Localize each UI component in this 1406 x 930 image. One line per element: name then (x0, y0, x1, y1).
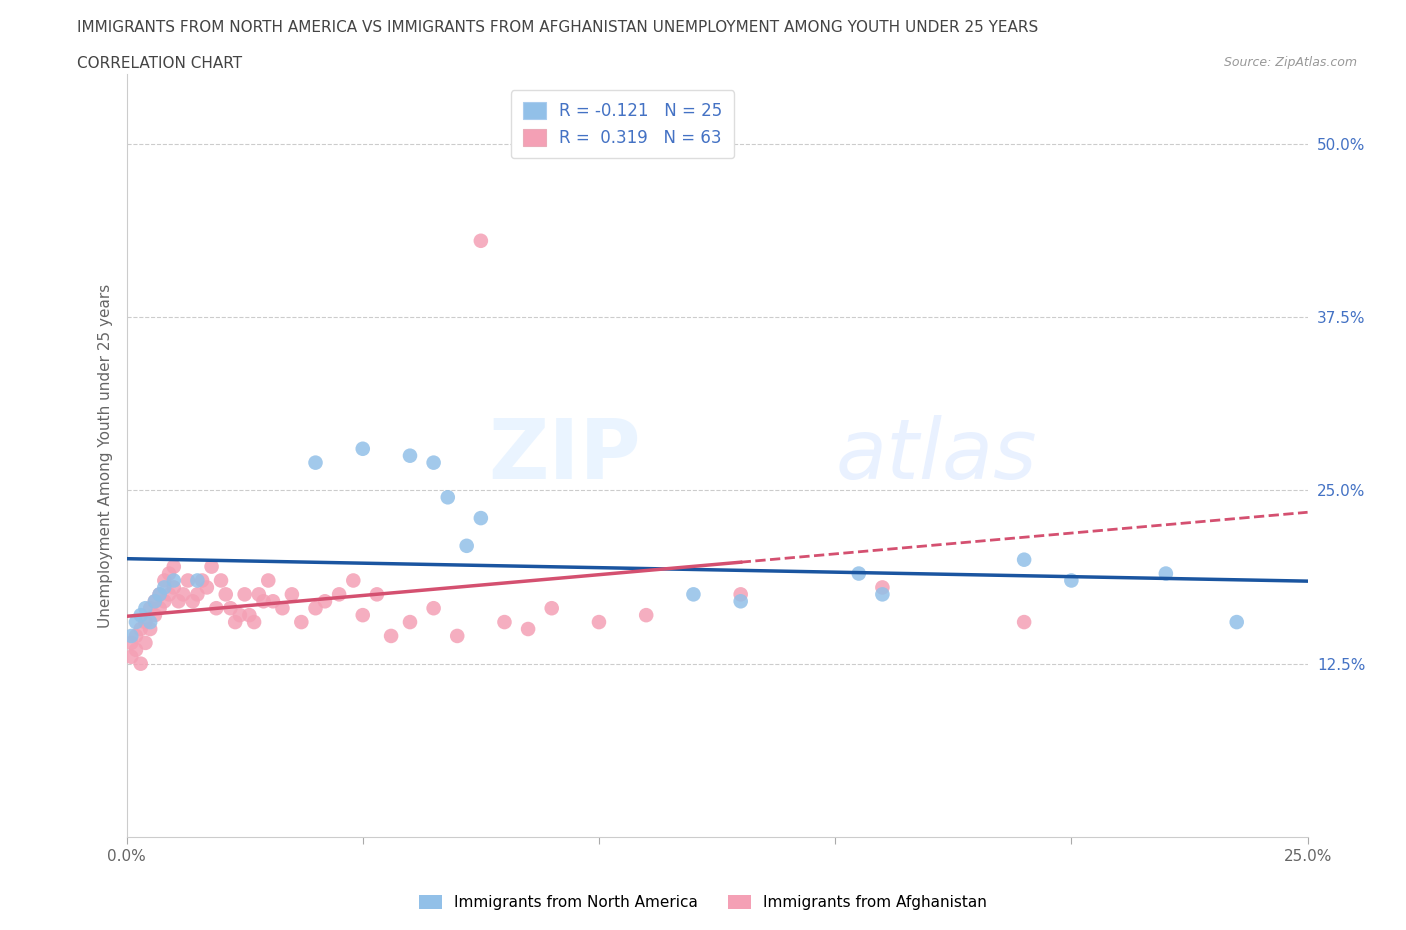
Point (200, 559, 222, 574)
Point (304, 455, 326, 470)
Point (872, 587, 894, 602)
Point (436, 490, 458, 505)
Point (139, 601, 162, 616)
Point (143, 594, 166, 609)
Point (636, 607, 658, 622)
Point (129, 607, 152, 622)
Point (224, 615, 246, 630)
Point (730, 587, 752, 602)
Point (209, 573, 232, 588)
Point (163, 559, 186, 574)
Point (186, 573, 208, 588)
Point (314, 594, 336, 609)
Point (153, 594, 176, 609)
Point (399, 448, 422, 463)
Point (262, 594, 284, 609)
Point (143, 594, 166, 609)
Point (352, 607, 374, 622)
Point (125, 643, 148, 658)
Point (446, 629, 468, 644)
Point (1060, 573, 1083, 588)
Point (352, 442, 374, 457)
Point (588, 615, 610, 630)
Point (134, 635, 156, 650)
Point (399, 615, 422, 630)
Point (215, 587, 238, 602)
Point (1154, 566, 1177, 581)
Point (120, 635, 142, 650)
Point (238, 607, 260, 622)
Point (205, 601, 228, 616)
Point (456, 538, 478, 553)
Point (257, 573, 280, 588)
Point (186, 587, 208, 602)
Y-axis label: Unemployment Among Youth under 25 years: Unemployment Among Youth under 25 years (97, 284, 112, 628)
Point (848, 566, 870, 581)
Point (271, 601, 294, 616)
Point (149, 587, 172, 602)
Point (1226, 615, 1249, 630)
Text: CORRELATION CHART: CORRELATION CHART (77, 56, 242, 71)
Point (153, 580, 176, 595)
Point (252, 594, 274, 609)
Point (470, 233, 492, 248)
Point (149, 601, 172, 616)
Legend: Immigrants from North America, Immigrants from Afghanistan: Immigrants from North America, Immigrant… (411, 887, 995, 918)
Point (281, 587, 304, 602)
Text: atlas: atlas (835, 415, 1036, 497)
Point (172, 587, 194, 602)
Point (247, 587, 270, 602)
Point (290, 615, 312, 630)
Point (730, 594, 752, 609)
Point (682, 587, 704, 602)
Point (243, 615, 266, 630)
Point (129, 657, 152, 671)
Point (163, 580, 186, 595)
Point (157, 587, 180, 602)
Point (304, 601, 326, 616)
Point (134, 601, 156, 616)
Point (153, 573, 176, 588)
Text: ZIP: ZIP (488, 415, 640, 497)
Point (540, 601, 562, 616)
Point (125, 615, 148, 630)
Point (233, 587, 256, 602)
Point (157, 566, 180, 581)
Point (139, 615, 162, 630)
Point (149, 587, 172, 602)
Point (191, 573, 214, 588)
Point (181, 594, 204, 609)
Point (120, 649, 142, 664)
Point (195, 580, 218, 595)
Point (366, 587, 388, 602)
Point (380, 629, 402, 644)
Point (143, 607, 166, 622)
Point (1012, 552, 1035, 567)
Point (219, 601, 242, 616)
Point (129, 621, 152, 636)
Point (163, 573, 186, 588)
Point (494, 615, 516, 630)
Point (422, 601, 444, 616)
Point (342, 573, 364, 588)
Point (167, 594, 190, 609)
Point (177, 573, 200, 588)
Point (139, 621, 162, 636)
Point (872, 580, 894, 595)
Text: Source: ZipAtlas.com: Source: ZipAtlas.com (1223, 56, 1357, 69)
Point (134, 615, 156, 630)
Point (517, 621, 540, 636)
Point (120, 629, 142, 644)
Legend: R = -0.121   N = 25, R =  0.319   N = 63: R = -0.121 N = 25, R = 0.319 N = 63 (510, 90, 734, 158)
Point (125, 629, 148, 644)
Point (422, 455, 444, 470)
Point (470, 511, 492, 525)
Text: IMMIGRANTS FROM NORTH AMERICA VS IMMIGRANTS FROM AFGHANISTAN UNEMPLOYMENT AMONG : IMMIGRANTS FROM NORTH AMERICA VS IMMIGRA… (77, 20, 1039, 35)
Point (328, 587, 350, 602)
Point (229, 607, 252, 622)
Point (1012, 615, 1035, 630)
